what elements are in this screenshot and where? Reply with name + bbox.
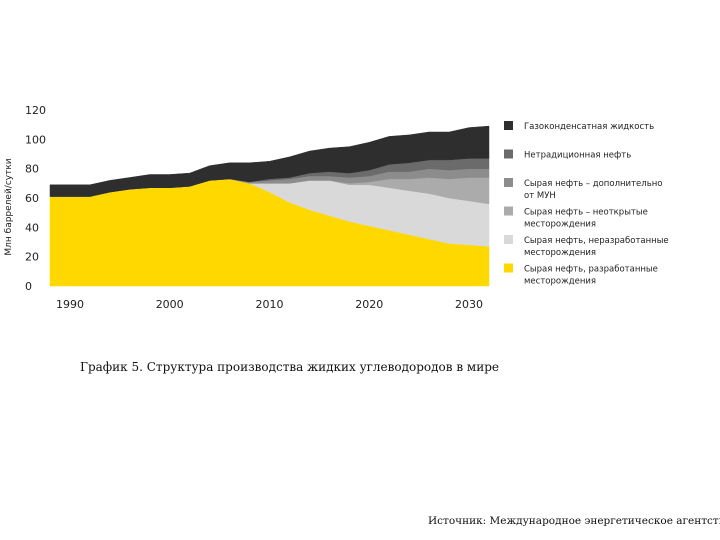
y-axis-ticks: 0 20 40 60 80 100 120 bbox=[25, 104, 46, 293]
x-axis-ticks: 1990 2000 2010 2020 2030 bbox=[56, 298, 483, 311]
y-tick-label: 0 bbox=[25, 280, 32, 293]
legend-label: Сырая нефть, разработанные месторождения bbox=[524, 265, 658, 287]
x-tick-label: 2020 bbox=[355, 298, 383, 311]
chart: 0 20 40 60 80 100 120 1990 2000 2010 2020 2030 Млн… bbox=[4, 104, 669, 311]
legend-swatch bbox=[504, 149, 513, 159]
x-tick-label: 2010 bbox=[256, 298, 284, 311]
legend-swatch bbox=[504, 206, 513, 216]
y-tick-label: 120 bbox=[25, 104, 46, 117]
x-tick-label: 2000 bbox=[156, 298, 184, 311]
area-series-5 bbox=[49, 125, 490, 197]
figure-caption: График 5. Структура производства жидких … bbox=[80, 360, 500, 374]
legend-label: Сырая нефть, неразработанные месторождени… bbox=[524, 236, 669, 258]
y-tick-label: 20 bbox=[25, 251, 39, 264]
x-tick-label: 1990 bbox=[56, 298, 84, 311]
legend-swatch bbox=[504, 121, 513, 130]
y-tick-label: 80 bbox=[25, 163, 39, 176]
x-tick-label: 2030 bbox=[455, 298, 483, 311]
source-note: Источник: Международное энергетическое а… bbox=[428, 515, 720, 527]
legend-label: Газоконденсатная жидкость bbox=[524, 122, 654, 132]
legend-swatch bbox=[504, 235, 513, 244]
legend-label: Нетрадиционная нефть bbox=[524, 151, 631, 161]
y-tick-label: 100 bbox=[25, 133, 46, 146]
legend-swatch bbox=[504, 178, 513, 187]
legend: Газоконденсатная жидкость Нетрадиционная … bbox=[504, 121, 669, 287]
legend-label: Сырая нефть – неоткрытые месторождения bbox=[524, 208, 648, 230]
y-axis-label: Млн баррелей/сутки bbox=[4, 158, 14, 255]
y-tick-label: 40 bbox=[25, 221, 39, 234]
legend-swatch bbox=[504, 263, 513, 273]
area-series-group bbox=[49, 125, 490, 287]
y-tick-label: 60 bbox=[25, 192, 39, 205]
legend-label: Сырая нефть – дополнительно от МУН bbox=[524, 179, 662, 201]
